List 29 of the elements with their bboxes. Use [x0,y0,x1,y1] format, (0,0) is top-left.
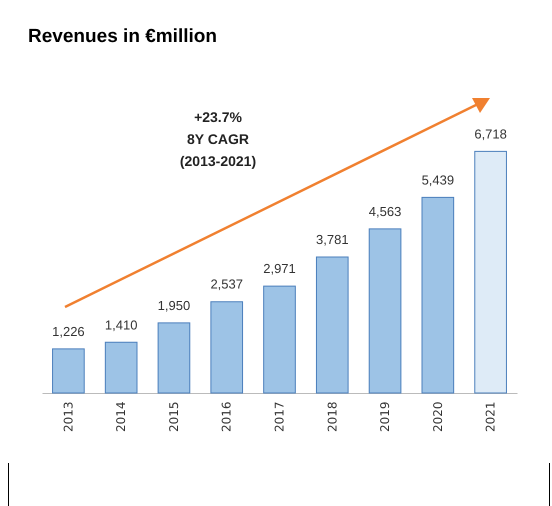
data-label: 5,439 [422,172,454,188]
x-tick-label: 2016 [220,402,234,432]
chart-title: Revenues in €million [28,26,217,47]
bar [368,228,402,394]
data-label: 1,410 [104,317,138,332]
data-label: 3,781 [316,232,349,247]
x-tick-label: 2013 [61,402,76,432]
bar [52,348,85,394]
x-tick-label: 2017 [272,402,286,432]
annotation: +23.7% 8Y CAGR (2013-2021) [178,108,258,171]
x-tick-label: 2021 [484,402,498,432]
bar [104,342,138,394]
data-label: 4,563 [368,204,402,219]
x-tick-label: 2015 [166,402,181,432]
bar [474,150,507,394]
bar [263,286,296,394]
data-label: 2,537 [210,276,243,292]
bar [422,196,454,394]
data-label: 6,718 [474,126,507,142]
x-tick-label: 2019 [378,402,392,432]
bar [210,301,244,394]
data-label: 1,226 [52,324,85,339]
data-label: 1,950 [158,298,190,313]
x-tick-label: 2014 [114,402,128,432]
bar [158,322,190,394]
x-tick-label: 2018 [325,402,340,432]
x-tick-label: 2020 [430,402,445,432]
bar [316,256,349,394]
data-label: 2,971 [263,261,296,276]
